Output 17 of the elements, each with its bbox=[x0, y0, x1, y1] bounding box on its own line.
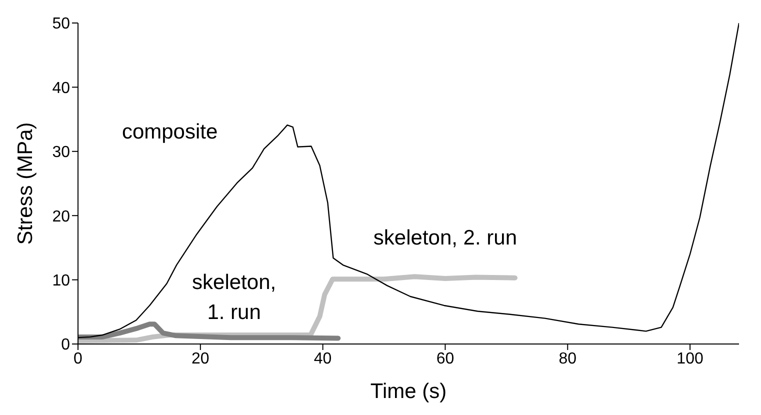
x-tick-label: 100 bbox=[676, 350, 704, 368]
x-axis-title: Time (s) bbox=[370, 380, 447, 403]
series-label: skeleton, 1. run bbox=[192, 270, 276, 324]
y-tick-label: 50 bbox=[52, 16, 70, 33]
y-axis-title: Stress (MPa) bbox=[14, 122, 37, 245]
x-tick-label: 80 bbox=[558, 350, 577, 368]
series-label: composite bbox=[122, 120, 218, 144]
y-tick-label: 30 bbox=[52, 144, 70, 162]
y-tick-label: 0 bbox=[61, 336, 70, 354]
x-tick-label: 40 bbox=[314, 350, 332, 368]
x-tick-label: 20 bbox=[192, 350, 210, 368]
series-label: skeleton, 2. run bbox=[373, 226, 518, 250]
y-tick-label: 10 bbox=[52, 272, 70, 290]
y-tick-label: 40 bbox=[52, 80, 70, 97]
y-tick-label: 20 bbox=[52, 208, 70, 226]
x-tick-label: 60 bbox=[436, 350, 454, 368]
x-tick-label: 0 bbox=[74, 350, 83, 368]
